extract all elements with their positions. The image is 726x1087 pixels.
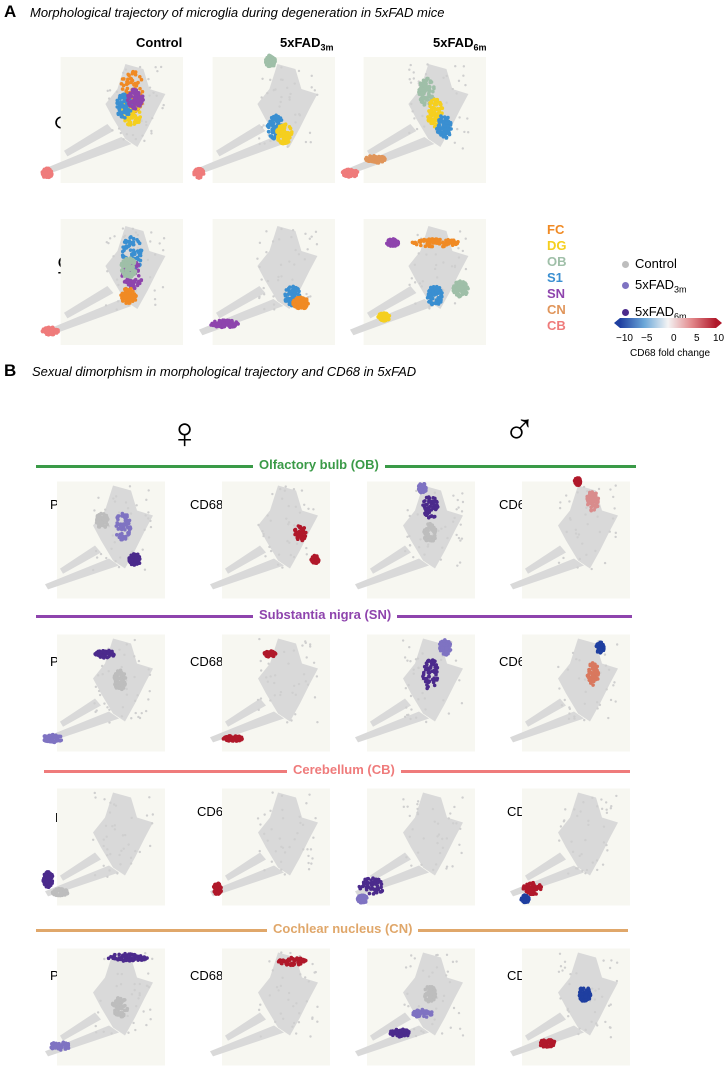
- condition-legend-6m: 5xFAD6m: [622, 301, 687, 328]
- region-legend-sn: SN: [547, 286, 566, 301]
- condition-legend-3m: 5xFAD3m: [622, 274, 687, 301]
- panel-b-letter: B: [4, 361, 17, 380]
- umap-cb-female-cd68: [210, 788, 330, 906]
- cd68-colorbar: [614, 318, 722, 328]
- colorbar-ticks: −10 −5 0 5 10: [616, 333, 724, 345]
- section-label-cn: Cochlear nucleus (CN): [267, 921, 419, 936]
- umap-sn-female-cd68: [210, 634, 330, 752]
- umap-sn-male-palantir: [355, 634, 475, 752]
- umap-cn-male-cd68: [510, 948, 630, 1066]
- umap-male-control: [40, 57, 183, 183]
- umap-male-5xfad-3m: [192, 53, 335, 183]
- region-legend-dg: DG: [547, 238, 567, 253]
- condition-legend-control: Control: [622, 253, 687, 274]
- region-legend-ob: OB: [547, 254, 567, 269]
- cd68-label: CD68: [190, 654, 224, 669]
- region-legend-fc: FC: [547, 222, 565, 237]
- section-label-ob: Olfactory bulb (OB): [253, 457, 385, 472]
- umap-ob-female-palantir: [45, 481, 165, 599]
- panel-a-letter: A: [4, 2, 17, 21]
- umap-cb-male-palantir: [355, 788, 475, 906]
- colorbar-tick: 10: [713, 333, 725, 344]
- col-5xfad-3m-label: 5xFAD3m: [280, 35, 334, 53]
- umap-cb-male-cd68: [510, 788, 630, 906]
- female-symbol-b: ♀: [168, 409, 201, 458]
- colorbar-tick: 0: [671, 333, 677, 344]
- section-label-cb: Cerebellum (CB): [287, 762, 401, 777]
- col-5xfad-6m-label: 5xFAD6m: [433, 35, 487, 53]
- region-legend-s1: S1: [547, 270, 563, 285]
- panel-b-title: Sexual dimorphism in morphological traje…: [32, 364, 417, 379]
- colorbar-tick: −5: [641, 333, 653, 344]
- section-label-sn: Substantia nigra (SN): [253, 607, 398, 622]
- colorbar-tick: −10: [616, 333, 633, 344]
- 5xfad-6m-dot-icon: [622, 308, 629, 316]
- umap-female-5xfad-3m: [199, 219, 335, 345]
- panel-a-title: Morphological trajectory of microglia du…: [30, 5, 445, 20]
- umap-ob-male-cd68: [510, 476, 630, 599]
- umap-sn-female-palantir: [42, 634, 165, 752]
- cd68-label: CD68: [190, 497, 224, 512]
- umap-ob-male-palantir: [355, 481, 475, 599]
- 5xfad-3m-dot-icon: [622, 282, 629, 290]
- male-symbol-b: ♂: [503, 405, 536, 454]
- umap-female-5xfad-6m: [350, 219, 486, 345]
- condition-legend: Control 5xFAD3m 5xFAD6m: [622, 253, 687, 327]
- cd68-label: CD68: [190, 968, 224, 983]
- control-dot-icon: [622, 261, 629, 269]
- umap-sn-male-cd68: [510, 634, 630, 752]
- umap-cn-male-palantir: [355, 948, 475, 1066]
- umap-ob-female-cd68: [210, 481, 330, 599]
- umap-cn-female-palantir: [45, 948, 165, 1066]
- region-legend: FC DG OB S1 SN CN CB: [547, 222, 567, 334]
- colorbar-title: CD68 fold change: [630, 348, 711, 359]
- region-legend-cn: CN: [547, 302, 566, 317]
- umap-male-5xfad-6m: [340, 57, 486, 183]
- col-control-label: Control: [136, 35, 183, 50]
- umap-cb-female-palantir: [41, 788, 165, 906]
- region-legend-cb: CB: [547, 318, 566, 333]
- umap-female-control: [40, 219, 183, 345]
- umap-cn-female-cd68: [210, 948, 330, 1066]
- cd68-label: CD68: [197, 804, 231, 819]
- colorbar-tick: 5: [694, 333, 700, 344]
